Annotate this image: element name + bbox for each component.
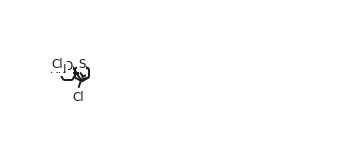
Text: HN: HN bbox=[50, 63, 67, 76]
Text: Cl: Cl bbox=[73, 91, 84, 104]
Text: Cl: Cl bbox=[52, 58, 63, 71]
Text: S: S bbox=[78, 58, 85, 71]
Text: O: O bbox=[63, 60, 72, 73]
